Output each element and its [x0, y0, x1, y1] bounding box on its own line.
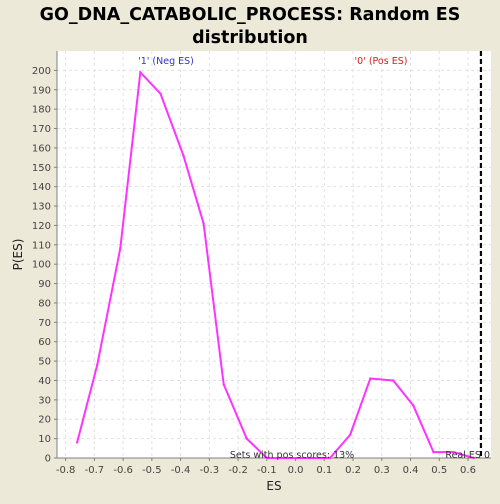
data-point — [412, 404, 415, 407]
y-tick-label: 100 — [32, 260, 51, 271]
y-tick-label: 0 — [45, 454, 51, 465]
x-axis-label: ES — [266, 479, 281, 493]
y-tick-label: 150 — [32, 163, 51, 174]
y-tick-label: 70 — [38, 318, 51, 329]
x-tick-label: -0.7 — [85, 465, 105, 476]
y-axis-label: P(ES) — [11, 239, 25, 271]
plot-area — [57, 51, 491, 458]
y-tick-label: 20 — [38, 415, 51, 426]
y-tick-label: 40 — [38, 376, 51, 387]
x-tick-label: -0.8 — [56, 465, 76, 476]
x-tick-label: 0.2 — [345, 465, 361, 476]
data-point — [285, 456, 289, 460]
series-line — [76, 70, 475, 459]
data-point — [119, 247, 122, 250]
x-tick-label: -0.3 — [200, 465, 220, 476]
data-point — [472, 456, 475, 460]
data-point — [265, 456, 269, 460]
y-tick-label: 120 — [32, 221, 51, 232]
chart-title-line: distribution — [192, 28, 308, 48]
x-tick-label: -0.6 — [113, 465, 133, 476]
data-point — [328, 456, 332, 460]
x-tick-label: 0.4 — [403, 465, 419, 476]
y-tick-label: 110 — [32, 240, 51, 251]
y-tick-label: 200 — [32, 66, 51, 77]
y-tick-label: 180 — [32, 105, 51, 116]
data-point — [432, 450, 435, 454]
y-tick-label: 130 — [32, 202, 51, 213]
y-tick-label: 190 — [32, 85, 51, 96]
data-point — [308, 456, 312, 460]
y-tick-label: 30 — [38, 395, 51, 406]
data-point — [452, 450, 455, 454]
x-tick-label: 0.5 — [431, 465, 447, 476]
data-point — [96, 363, 99, 367]
x-tick-label: -0.4 — [171, 465, 191, 476]
data-point — [139, 71, 142, 74]
y-tick-label: 50 — [38, 357, 51, 368]
data-point — [202, 222, 205, 225]
pos-es-label: '0' (Pos ES) — [355, 56, 408, 67]
y-tick-label: 80 — [38, 298, 51, 309]
chart-title-line: GO_DNA_CATABOLIC_PROCESS: Random ES — [40, 5, 461, 25]
x-tick-label: 0.3 — [374, 465, 390, 476]
data-point — [245, 437, 248, 440]
y-tick-label: 60 — [38, 337, 51, 348]
pos-scores-label: Sets with pos scores: 13% — [230, 450, 354, 461]
y-tick-label: 10 — [38, 434, 51, 445]
data-point — [159, 92, 162, 95]
data-point — [182, 154, 185, 157]
y-tick-label: 90 — [38, 279, 51, 290]
real-es-label: Real ES 0 — [445, 450, 490, 461]
x-tick-label: -0.5 — [142, 465, 162, 476]
data-point — [222, 383, 225, 386]
y-tick-label: 140 — [32, 182, 51, 193]
data-point — [75, 441, 79, 444]
x-tick-label: 0.0 — [288, 465, 304, 476]
x-tick-label: -0.1 — [257, 465, 277, 476]
neg-es-label: '1' (Neg ES) — [138, 56, 194, 67]
y-tick-label: 170 — [32, 124, 51, 135]
x-tick-label: -0.2 — [228, 465, 248, 476]
data-point — [348, 433, 352, 436]
y-tick-label: 160 — [32, 143, 51, 154]
x-tick-label: 0.6 — [460, 465, 476, 476]
data-point — [392, 379, 395, 382]
x-tick-label: 0.1 — [316, 465, 332, 476]
data-point — [369, 377, 372, 380]
